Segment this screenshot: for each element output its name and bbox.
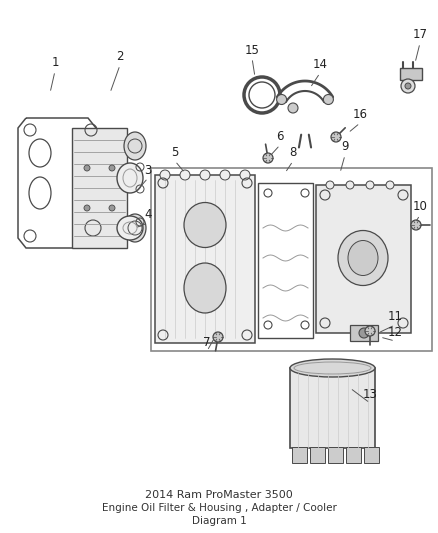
Circle shape (366, 181, 374, 189)
Text: 17: 17 (413, 28, 427, 42)
Circle shape (411, 220, 421, 230)
Ellipse shape (184, 203, 226, 247)
Text: 15: 15 (244, 44, 259, 56)
Text: 7: 7 (203, 336, 211, 350)
Circle shape (180, 170, 190, 180)
Circle shape (386, 181, 394, 189)
Text: 4: 4 (144, 208, 152, 222)
Circle shape (240, 170, 250, 180)
Circle shape (109, 165, 115, 171)
Bar (258, 183, 313, 338)
Text: 14: 14 (312, 59, 328, 71)
Text: 2: 2 (116, 51, 124, 63)
Circle shape (323, 94, 333, 104)
Text: 13: 13 (363, 389, 378, 401)
Ellipse shape (348, 240, 378, 276)
Circle shape (331, 132, 341, 142)
Circle shape (109, 205, 115, 211)
Text: 12: 12 (388, 327, 403, 340)
Circle shape (263, 153, 273, 163)
Text: 3: 3 (144, 164, 152, 176)
Bar (292, 447, 307, 463)
Text: Engine Oil Filter & Housing , Adapter / Cooler: Engine Oil Filter & Housing , Adapter / … (102, 503, 336, 513)
Circle shape (213, 332, 223, 342)
Bar (400, 68, 422, 80)
Text: 8: 8 (290, 147, 297, 159)
Circle shape (326, 181, 334, 189)
Text: Diagram 1: Diagram 1 (192, 516, 246, 526)
Bar (350, 325, 378, 341)
Bar (155, 175, 255, 343)
Text: 11: 11 (388, 311, 403, 324)
Text: 5: 5 (171, 147, 179, 159)
Bar (310, 447, 325, 463)
Circle shape (277, 94, 286, 104)
Bar (328, 447, 343, 463)
Ellipse shape (117, 163, 143, 193)
Circle shape (346, 181, 354, 189)
Bar (346, 447, 361, 463)
Ellipse shape (117, 216, 143, 240)
Bar (151, 168, 432, 351)
Ellipse shape (124, 214, 146, 242)
Circle shape (359, 328, 369, 338)
Bar (364, 447, 379, 463)
Circle shape (405, 83, 411, 89)
Text: 2014 Ram ProMaster 3500: 2014 Ram ProMaster 3500 (145, 490, 293, 500)
Circle shape (84, 205, 90, 211)
Bar (290, 368, 375, 448)
Circle shape (401, 79, 415, 93)
Text: 1: 1 (51, 56, 59, 69)
Text: 10: 10 (413, 200, 427, 214)
Ellipse shape (338, 230, 388, 286)
Ellipse shape (184, 263, 226, 313)
Circle shape (220, 170, 230, 180)
Bar (316, 185, 411, 333)
Circle shape (365, 326, 375, 336)
Circle shape (84, 165, 90, 171)
Ellipse shape (124, 132, 146, 160)
Text: 6: 6 (276, 131, 284, 143)
Ellipse shape (290, 359, 375, 377)
Bar (72, 128, 127, 248)
Text: 9: 9 (341, 141, 349, 154)
Text: 16: 16 (353, 109, 367, 122)
Circle shape (200, 170, 210, 180)
Circle shape (288, 103, 298, 113)
Circle shape (160, 170, 170, 180)
